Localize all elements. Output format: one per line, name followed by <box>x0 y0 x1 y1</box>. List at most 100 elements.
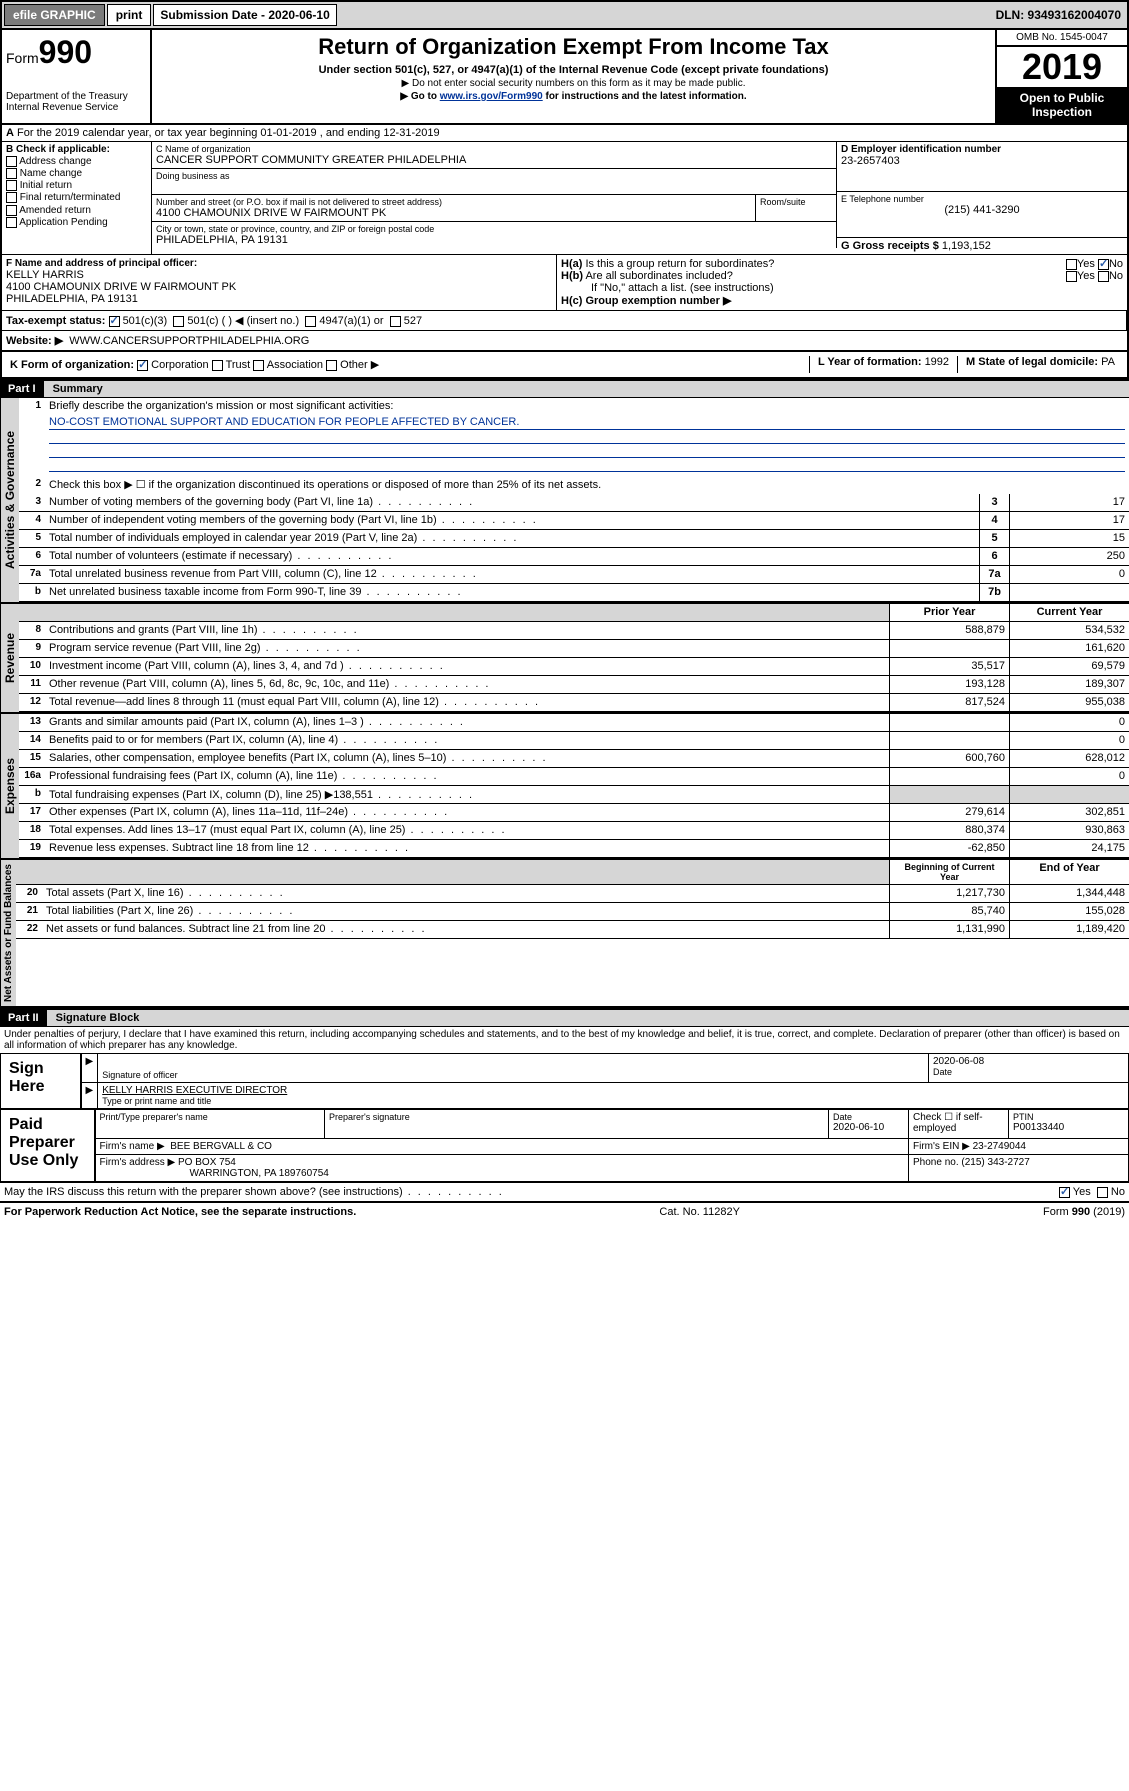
col-prior: Prior Year <box>889 604 1009 621</box>
website-label: Website: ▶ <box>6 335 63 347</box>
check-527[interactable] <box>390 316 401 327</box>
table-row: 11Other revenue (Part VIII, column (A), … <box>19 676 1129 694</box>
part2-header: Part II <box>0 1010 47 1026</box>
table-row: 12Total revenue—add lines 8 through 11 (… <box>19 694 1129 712</box>
cat-no: Cat. No. 11282Y <box>659 1206 740 1218</box>
check-other[interactable] <box>326 360 337 371</box>
officer-printed: KELLY HARRIS EXECUTIVE DIRECTOR <box>102 1085 1124 1096</box>
year-formation-label: L Year of formation: <box>818 356 922 368</box>
check-final[interactable]: Final return/terminated <box>6 192 147 203</box>
org-name: CANCER SUPPORT COMMUNITY GREATER PHILADE… <box>156 154 832 166</box>
check-assoc[interactable] <box>253 360 264 371</box>
discuss-no[interactable] <box>1097 1187 1108 1198</box>
submission-date: Submission Date - 2020-06-10 <box>153 4 336 26</box>
sign-here-table: Sign Here ▶ Signature of officer 2020-06… <box>0 1053 1129 1109</box>
firm-addr1: PO BOX 754 <box>178 1157 236 1168</box>
part-2: Part II Signature Block Under penalties … <box>0 1008 1129 1221</box>
officer-name: KELLY HARRIS <box>6 269 552 281</box>
check-amended[interactable]: Amended return <box>6 205 147 216</box>
check-501c[interactable] <box>173 316 184 327</box>
officer-addr1: 4100 CHAMOUNIX DRIVE W FAIRMOUNT PK <box>6 281 552 293</box>
sig-date: 2020-06-08 <box>933 1056 1124 1067</box>
form-title: Return of Organization Exempt From Incom… <box>160 34 987 60</box>
irs-label: Internal Revenue Service <box>6 102 146 113</box>
check-pending[interactable]: Application Pending <box>6 217 147 228</box>
sig-officer-label: Signature of officer <box>102 1070 924 1080</box>
table-row: bTotal fundraising expenses (Part IX, co… <box>19 786 1129 804</box>
form-header: Form990 Department of the Treasury Inter… <box>0 30 1129 125</box>
note-link: ▶ Go to www.irs.gov/Form990 for instruct… <box>160 91 987 102</box>
open-inspection: Open to Public Inspection <box>997 87 1127 123</box>
efile-button[interactable]: efile GRAPHIC <box>4 4 105 26</box>
firm-addr2: WARRINGTON, PA 189760754 <box>100 1168 329 1179</box>
table-row: bNet unrelated business taxable income f… <box>19 584 1129 602</box>
gross-value: 1,193,152 <box>942 240 991 252</box>
col-current: Current Year <box>1009 604 1129 621</box>
year-formation: 1992 <box>925 356 949 368</box>
vlabel-netassets: Net Assets or Fund Balances <box>0 860 16 1006</box>
vlabel-expenses: Expenses <box>0 714 19 858</box>
sign-here-label: Sign Here <box>5 1056 76 1100</box>
website-row: Website: ▶ WWW.CANCERSUPPORTPHILADELPHIA… <box>2 330 1127 350</box>
org-address: 4100 CHAMOUNIX DRIVE W FAIRMOUNT PK <box>156 207 751 219</box>
check-initial[interactable]: Initial return <box>6 180 147 191</box>
part1-title: Summary <box>47 381 109 397</box>
discuss-yes[interactable] <box>1059 1187 1070 1198</box>
check-self-employed[interactable]: Check ☐ if self-employed <box>913 1112 1004 1134</box>
row-a-tax-year: A For the 2019 calendar year, or tax yea… <box>2 125 1127 142</box>
check-trust[interactable] <box>212 360 223 371</box>
tax-status-row: Tax-exempt status: 501(c)(3) 501(c) ( ) … <box>2 310 1127 330</box>
col-end: End of Year <box>1009 860 1129 884</box>
tax-year: 2019 <box>997 47 1127 87</box>
table-row: 13Grants and similar amounts paid (Part … <box>19 714 1129 732</box>
part1-header: Part I <box>0 381 44 397</box>
room-label: Room/suite <box>760 197 832 207</box>
check-corp[interactable] <box>137 360 148 371</box>
form-org-label: K Form of organization: <box>10 359 134 371</box>
org-city: PHILADELPHIA, PA 19131 <box>156 234 832 246</box>
table-row: 20Total assets (Part X, line 16)1,217,73… <box>16 885 1129 903</box>
q2: Check this box ▶ ☐ if the organization d… <box>45 476 1129 494</box>
dln: DLN: 93493162004070 <box>996 8 1125 22</box>
paid-preparer-table: Paid Preparer Use Only Print/Type prepar… <box>0 1109 1129 1182</box>
check-4947[interactable] <box>305 316 316 327</box>
print-button[interactable]: print <box>107 4 152 26</box>
check-501c3[interactable] <box>109 316 120 327</box>
declaration: Under penalties of perjury, I declare th… <box>0 1027 1129 1053</box>
irs-link[interactable]: www.irs.gov/Form990 <box>440 91 543 102</box>
dba-label: Doing business as <box>156 171 832 181</box>
ein-label: D Employer identification number <box>841 144 1123 155</box>
table-row: 18Total expenses. Add lines 13–17 (must … <box>19 822 1129 840</box>
dept-treasury: Department of the Treasury <box>6 91 146 102</box>
table-row: 6Total number of volunteers (estimate if… <box>19 548 1129 566</box>
form-subtitle: Under section 501(c), 527, or 4947(a)(1)… <box>160 64 987 76</box>
city-label: City or town, state or province, country… <box>156 224 832 234</box>
firm-name: BEE BERGVALL & CO <box>170 1141 272 1152</box>
table-row: 14Benefits paid to or for members (Part … <box>19 732 1129 750</box>
table-row: 8Contributions and grants (Part VIII, li… <box>19 622 1129 640</box>
table-row: 21Total liabilities (Part X, line 26)85,… <box>16 903 1129 921</box>
domicile: PA <box>1101 356 1115 368</box>
check-address[interactable]: Address change <box>6 156 147 167</box>
paperwork-notice: For Paperwork Reduction Act Notice, see … <box>4 1206 356 1218</box>
hc-row: H(c) Group exemption number ▶ <box>561 294 1123 307</box>
table-row: 17Other expenses (Part IX, column (A), l… <box>19 804 1129 822</box>
section-b: B Check if applicable: Address change Na… <box>2 142 1127 254</box>
officer-label: F Name and address of principal officer: <box>6 258 552 269</box>
table-row: 16aProfessional fundraising fees (Part I… <box>19 768 1129 786</box>
domicile-label: M State of legal domicile: <box>966 356 1098 368</box>
section-f-h: F Name and address of principal officer:… <box>2 254 1127 310</box>
check-applicable-label: B Check if applicable: <box>6 144 147 155</box>
form-number: Form990 <box>6 34 146 71</box>
tax-status-label: Tax-exempt status: <box>6 315 105 327</box>
part2-title: Signature Block <box>50 1010 146 1026</box>
c-label: C Name of organization <box>156 144 832 154</box>
part-1: Part I Summary Activities & Governance 1… <box>0 379 1129 1008</box>
q1: Briefly describe the organization's miss… <box>45 398 1129 416</box>
table-row: 22Net assets or fund balances. Subtract … <box>16 921 1129 939</box>
check-name[interactable]: Name change <box>6 168 147 179</box>
discuss-row: May the IRS discuss this return with the… <box>0 1182 1129 1201</box>
form-footer: Form 990 (2019) <box>1043 1206 1125 1218</box>
col-begin: Beginning of Current Year <box>889 860 1009 884</box>
prep-date: 2020-06-10 <box>833 1122 904 1133</box>
